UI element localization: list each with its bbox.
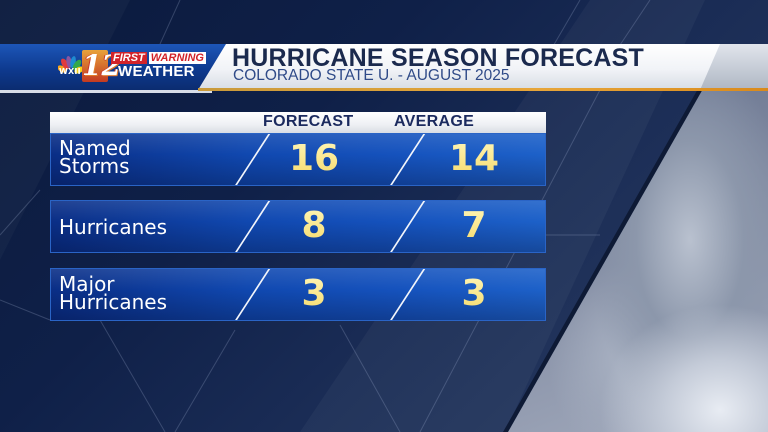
weather-label: WEATHER — [118, 63, 195, 80]
table-row-hurricanes: Hurricanes 8 7 — [50, 200, 546, 253]
average-value: 3 — [424, 273, 524, 314]
station-call-letters: WXII — [59, 67, 81, 76]
station-logo — [58, 50, 82, 84]
column-header-forecast: FORECAST — [263, 113, 354, 130]
row-label: Named Storms — [59, 136, 131, 178]
row-label-line2: Hurricanes — [59, 290, 168, 314]
average-value: 14 — [424, 138, 524, 179]
row-label-line1: Hurricanes — [59, 215, 168, 239]
first-label: FIRST — [111, 52, 147, 64]
forecast-value: 16 — [264, 138, 364, 179]
first-warning-label: FIRST WARNING — [111, 52, 206, 64]
channel-number-logo: 12 — [82, 49, 121, 82]
title-bar — [198, 44, 768, 90]
forecast-value: 3 — [264, 273, 364, 314]
divider-slash — [388, 201, 426, 252]
row-label-line1: Named — [59, 136, 131, 160]
title-bar-accent-line — [198, 88, 768, 91]
divider-slash — [388, 134, 426, 185]
table-row-named-storms: Named Storms 16 14 — [50, 133, 546, 186]
page-subtitle: COLORADO STATE U. - AUGUST 2025 — [233, 67, 510, 84]
forecast-value: 8 — [264, 205, 364, 246]
column-header-average: AVERAGE — [394, 113, 475, 130]
column-header-bar — [50, 112, 546, 133]
brand-bar-underline — [0, 90, 212, 93]
brand-bar — [0, 44, 240, 90]
row-label-line2: Storms — [59, 154, 130, 178]
nbc-peacock-icon — [58, 56, 82, 74]
average-value: 7 — [424, 205, 524, 246]
table-row-major-hurricanes: Major Hurricanes 3 3 — [50, 268, 546, 321]
row-label: Major Hurricanes — [59, 272, 168, 314]
divider-slash — [388, 269, 426, 320]
warning-label: WARNING — [148, 52, 206, 64]
page-title: HURRICANE SEASON FORECAST — [232, 44, 644, 72]
row-label: Hurricanes — [59, 215, 168, 239]
row-label-line1: Major — [59, 272, 115, 296]
